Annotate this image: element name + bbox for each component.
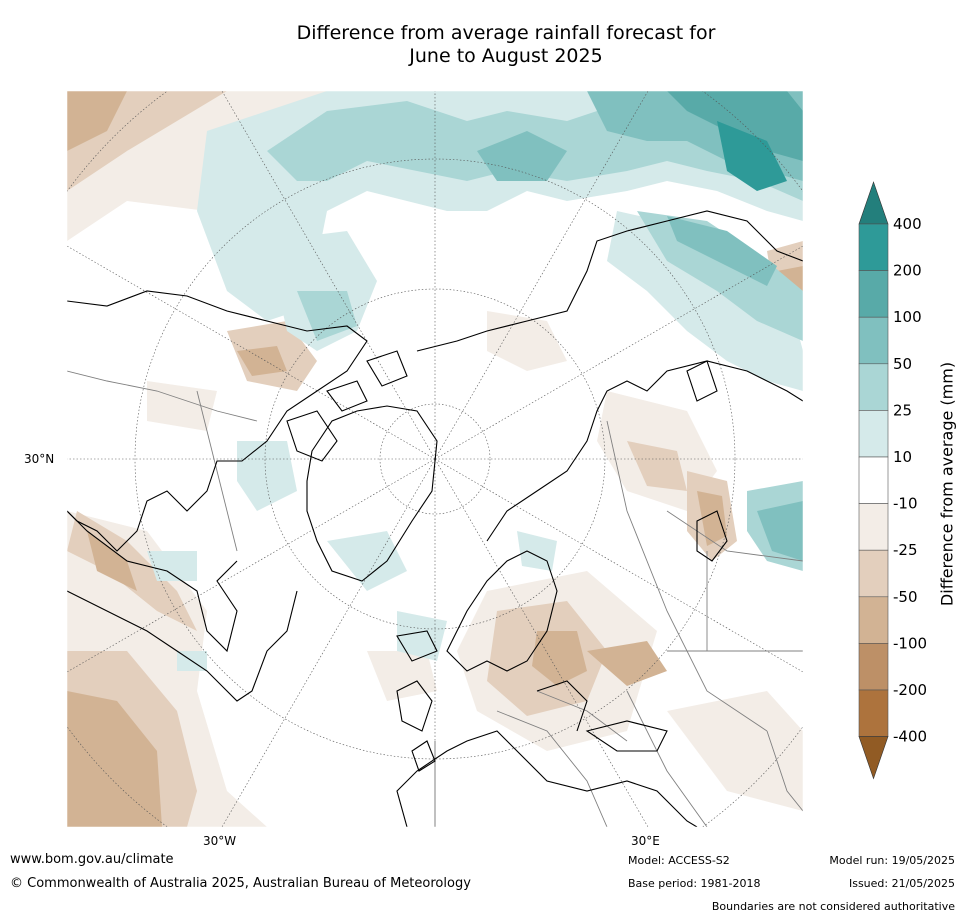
colorbar-bin	[858, 363, 889, 411]
colorbar-tick-label: -10	[893, 495, 918, 513]
colorbar-bin	[858, 689, 889, 737]
footer-disclaimer: Boundaries are not considered authoritat…	[711, 900, 955, 913]
colorbar-tick-label: 100	[893, 308, 922, 326]
colorbar-tick-labels: 400 200 100 50 25 10 -10 -25 -50 -100 -200 -400	[893, 215, 927, 746]
lon-label-30e: 30°E	[631, 834, 660, 848]
colorbar-bin	[858, 456, 889, 504]
colorbar-bin	[858, 643, 889, 691]
title-line-1: Difference from average rainfall forecas…	[296, 22, 716, 44]
coastlines	[67, 210, 803, 827]
colorbar: 400 200 100 50 25 10 -10 -25 -50 -100 -200 -400	[858, 181, 927, 780]
graticule	[67, 91, 803, 827]
footer-model: Model: ACCESS-S2	[628, 854, 730, 867]
colorbar-bin	[858, 223, 889, 271]
colorbar-bin	[858, 549, 889, 598]
colorbar-tick-label: -100	[893, 634, 927, 652]
footer-website[interactable]: www.bom.gov.au/climate	[10, 852, 174, 867]
colorbar-extend-bottom	[858, 736, 889, 780]
colorbar-extend-top	[858, 181, 889, 225]
colorbar-bin	[858, 316, 889, 365]
colorbar-tick-label: 25	[893, 401, 912, 419]
title-line-2: June to August 2025	[409, 45, 603, 67]
colorbar-title: Difference from average (mm)	[937, 361, 957, 607]
colorbar-bins	[858, 181, 889, 780]
map-title: Difference from average rainfall forecas…	[100, 22, 912, 68]
country-borders	[67, 370, 803, 827]
colorbar-bin	[858, 503, 889, 551]
footer-model-run: Model run: 19/05/2025	[829, 854, 955, 867]
footer-issued: Issued: 21/05/2025	[848, 877, 955, 890]
colorbar-tick-label: 50	[893, 355, 912, 373]
polar-rainfall-map	[67, 91, 803, 827]
lon-label-30w: 30°W	[203, 834, 237, 848]
colorbar-bin	[858, 410, 889, 458]
colorbar-bin	[858, 596, 889, 644]
colorbar-tick-label: -25	[893, 541, 918, 559]
colorbar-tick-label: -50	[893, 588, 918, 606]
lat-label-30n: 30°N	[24, 452, 55, 466]
colorbar-bin	[858, 270, 889, 318]
colorbar-tick-label: 400	[893, 215, 922, 233]
colorbar-tick-label: -200	[893, 681, 927, 699]
colorbar-tick-label: 200	[893, 262, 922, 280]
footer-base-period: Base period: 1981-2018	[628, 877, 761, 890]
colorbar-tick-label: -400	[893, 728, 927, 746]
footer-copyright: © Commonwealth of Australia 2025, Austra…	[10, 876, 471, 891]
anomaly-shading	[67, 91, 803, 827]
colorbar-tick-label: 10	[893, 448, 912, 466]
